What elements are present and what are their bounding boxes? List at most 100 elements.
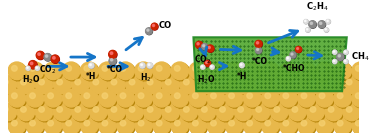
Circle shape	[255, 40, 262, 47]
Circle shape	[353, 63, 370, 81]
Circle shape	[229, 93, 234, 99]
Circle shape	[290, 77, 307, 94]
Circle shape	[172, 118, 190, 133]
Circle shape	[235, 77, 253, 94]
Circle shape	[195, 41, 203, 48]
Circle shape	[75, 107, 81, 112]
Circle shape	[335, 118, 352, 133]
Circle shape	[301, 66, 307, 71]
Circle shape	[153, 62, 170, 80]
Circle shape	[174, 120, 180, 126]
Circle shape	[333, 50, 337, 54]
Circle shape	[64, 118, 81, 133]
Circle shape	[243, 89, 261, 107]
Circle shape	[297, 117, 315, 133]
Circle shape	[290, 52, 296, 58]
Circle shape	[102, 93, 108, 99]
Circle shape	[210, 65, 214, 69]
Circle shape	[199, 77, 217, 94]
Circle shape	[226, 90, 244, 108]
Circle shape	[207, 89, 225, 107]
Circle shape	[208, 63, 226, 81]
Circle shape	[162, 76, 180, 93]
Circle shape	[84, 93, 90, 99]
Circle shape	[279, 117, 297, 133]
Text: *CO: *CO	[253, 57, 268, 66]
Circle shape	[153, 89, 170, 107]
Circle shape	[148, 64, 150, 66]
Circle shape	[192, 93, 198, 99]
Circle shape	[26, 62, 44, 80]
Circle shape	[338, 55, 341, 57]
Circle shape	[217, 77, 235, 94]
Circle shape	[17, 76, 35, 93]
Circle shape	[207, 45, 214, 52]
Circle shape	[196, 42, 203, 49]
Circle shape	[297, 89, 315, 107]
Circle shape	[39, 79, 44, 85]
Circle shape	[324, 28, 328, 32]
Circle shape	[211, 120, 216, 126]
Circle shape	[239, 63, 244, 67]
Circle shape	[9, 63, 27, 81]
Circle shape	[99, 63, 117, 81]
Circle shape	[51, 55, 59, 63]
Circle shape	[344, 50, 348, 54]
Text: H$_2$O: H$_2$O	[197, 74, 215, 86]
Circle shape	[51, 55, 59, 63]
Circle shape	[279, 62, 297, 80]
Circle shape	[344, 60, 348, 64]
Circle shape	[44, 89, 62, 107]
Circle shape	[220, 107, 225, 112]
Circle shape	[337, 120, 343, 126]
Circle shape	[66, 93, 71, 99]
Circle shape	[346, 107, 352, 112]
Circle shape	[304, 20, 308, 24]
Circle shape	[136, 90, 153, 108]
Circle shape	[316, 117, 333, 133]
Text: C$_2$H$_4$: C$_2$H$_4$	[306, 1, 328, 13]
Circle shape	[210, 65, 214, 69]
Circle shape	[296, 46, 301, 52]
Circle shape	[343, 103, 361, 121]
Circle shape	[344, 77, 361, 94]
Circle shape	[283, 66, 289, 71]
Circle shape	[62, 62, 80, 80]
Circle shape	[217, 104, 235, 122]
Circle shape	[146, 28, 152, 35]
Circle shape	[265, 66, 271, 71]
Circle shape	[174, 66, 180, 71]
Circle shape	[140, 63, 145, 68]
Circle shape	[84, 66, 90, 71]
Circle shape	[296, 47, 302, 53]
Circle shape	[253, 76, 270, 93]
Circle shape	[26, 89, 44, 107]
Circle shape	[207, 117, 225, 133]
Circle shape	[135, 117, 152, 133]
Circle shape	[189, 117, 207, 133]
Circle shape	[117, 117, 134, 133]
Circle shape	[27, 118, 45, 133]
Circle shape	[90, 76, 107, 93]
Circle shape	[145, 77, 163, 94]
Circle shape	[154, 118, 172, 133]
Circle shape	[353, 118, 370, 133]
Circle shape	[299, 90, 316, 108]
Circle shape	[35, 76, 53, 93]
Circle shape	[346, 79, 352, 85]
Circle shape	[36, 77, 54, 94]
Circle shape	[82, 118, 99, 133]
Circle shape	[192, 66, 198, 71]
Circle shape	[109, 50, 116, 58]
Circle shape	[265, 93, 271, 99]
Circle shape	[283, 93, 289, 99]
Circle shape	[326, 19, 330, 24]
Circle shape	[353, 90, 370, 108]
Circle shape	[57, 107, 62, 112]
Circle shape	[62, 89, 80, 107]
Circle shape	[12, 93, 17, 99]
Circle shape	[0, 103, 17, 121]
Circle shape	[147, 79, 153, 85]
Circle shape	[171, 62, 189, 80]
Circle shape	[27, 63, 45, 81]
